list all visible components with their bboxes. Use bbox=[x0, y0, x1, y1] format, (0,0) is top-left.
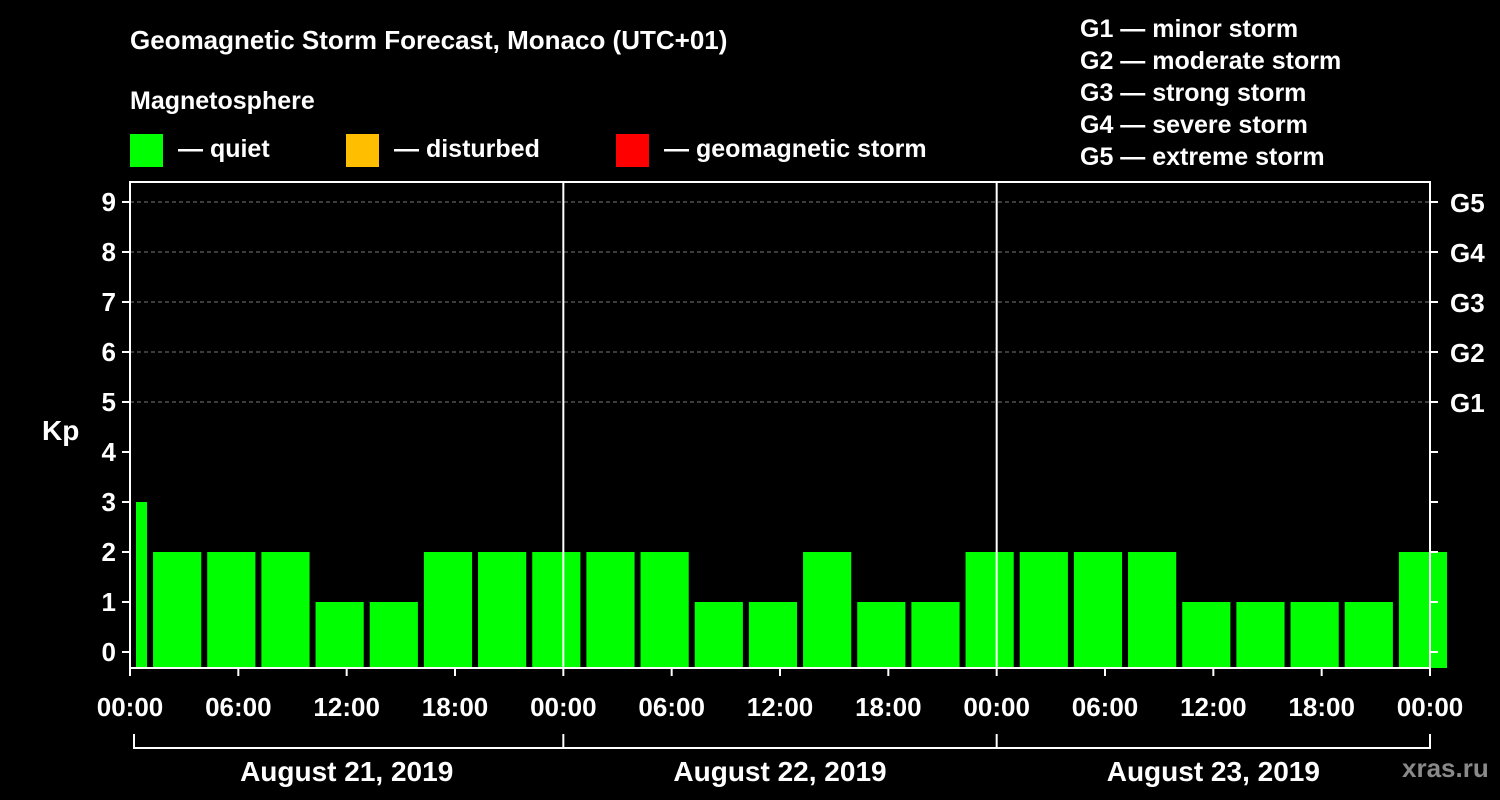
y-tick-label: 2 bbox=[102, 537, 116, 567]
y-tick-label: 8 bbox=[102, 237, 116, 267]
legend-swatch-disturbed bbox=[346, 134, 379, 167]
x-tick-label: 12:00 bbox=[1180, 692, 1247, 722]
kp-bar bbox=[1344, 602, 1393, 668]
x-tick-label: 18:00 bbox=[422, 692, 489, 722]
g-level-label: G4 bbox=[1450, 238, 1485, 268]
day-label: August 23, 2019 bbox=[1107, 756, 1320, 787]
legend-label-disturbed: — disturbed bbox=[394, 135, 540, 163]
storm-scale-g4: G4 — severe storm bbox=[1080, 111, 1308, 139]
kp-bar bbox=[965, 552, 1014, 668]
kp-bar bbox=[1182, 602, 1231, 668]
y-tick-label: 0 bbox=[102, 637, 116, 667]
kp-bar bbox=[369, 602, 418, 668]
plot-border bbox=[129, 181, 1431, 669]
y-tick-label: 1 bbox=[102, 587, 116, 617]
g-level-label: G2 bbox=[1450, 338, 1485, 368]
kp-bar bbox=[803, 552, 852, 668]
y-tick-label: 9 bbox=[102, 187, 116, 217]
kp-bar bbox=[532, 552, 581, 668]
y-tick-label: 4 bbox=[102, 437, 117, 467]
x-tick-label: 12:00 bbox=[313, 692, 380, 722]
plot-frame bbox=[129, 181, 1431, 669]
kp-bar bbox=[153, 552, 202, 668]
y-tick-label: 3 bbox=[102, 487, 116, 517]
kp-bar bbox=[136, 502, 148, 668]
x-tick-label: 18:00 bbox=[1288, 692, 1355, 722]
x-tick-label: 06:00 bbox=[205, 692, 272, 722]
storm-scale-g5: G5 — extreme storm bbox=[1080, 143, 1325, 171]
bars bbox=[136, 502, 1448, 668]
kp-bar bbox=[1019, 552, 1068, 668]
storm-scale-g1: G1 — minor storm bbox=[1080, 15, 1298, 43]
y-tick-label: 7 bbox=[102, 287, 116, 317]
right-g-ticks: G1 G2 G3 G4 G5 bbox=[1450, 188, 1485, 418]
legend-label-storm: — geomagnetic storm bbox=[664, 135, 927, 163]
y-tick-label: 6 bbox=[102, 337, 116, 367]
day-label: August 22, 2019 bbox=[673, 756, 886, 787]
g-level-label: G1 bbox=[1450, 388, 1485, 418]
x-tick-label: 00:00 bbox=[963, 692, 1030, 722]
g-level-label: G3 bbox=[1450, 288, 1485, 318]
kp-bar bbox=[1128, 552, 1177, 668]
kp-bar bbox=[640, 552, 689, 668]
x-tick-label: 18:00 bbox=[855, 692, 922, 722]
kp-bar bbox=[857, 602, 906, 668]
kp-bar bbox=[586, 552, 635, 668]
legend-swatch-quiet bbox=[130, 134, 163, 167]
x-tick-label: 00:00 bbox=[97, 692, 164, 722]
kp-bar bbox=[1073, 552, 1123, 668]
x-tick-label: 06:00 bbox=[1072, 692, 1139, 722]
legend-label-quiet: — quiet bbox=[178, 135, 270, 163]
kp-bar bbox=[315, 602, 364, 668]
x-tick-label: 00:00 bbox=[1397, 692, 1464, 722]
kp-bar bbox=[748, 602, 798, 668]
kp-bar bbox=[911, 602, 960, 668]
kp-bar bbox=[478, 552, 527, 668]
kp-bar bbox=[207, 552, 256, 668]
kp-bar bbox=[261, 552, 310, 668]
g-level-label: G5 bbox=[1450, 188, 1485, 218]
x-tick-label: 12:00 bbox=[747, 692, 814, 722]
storm-scale-g2: G2 — moderate storm bbox=[1080, 47, 1341, 75]
gridlines bbox=[130, 201, 1430, 403]
y-tick-label: 5 bbox=[102, 387, 116, 417]
legend-swatch-storm bbox=[616, 134, 649, 167]
storm-scale-g3: G3 — strong storm bbox=[1080, 79, 1306, 107]
x-tick-label: 06:00 bbox=[638, 692, 705, 722]
x-tick-label: 00:00 bbox=[530, 692, 597, 722]
y-axis-label: Kp bbox=[42, 415, 79, 446]
day-label: August 21, 2019 bbox=[240, 756, 453, 787]
legend-heading: Magnetosphere bbox=[130, 87, 315, 115]
kp-bar bbox=[423, 552, 473, 668]
watermark: xras.ru bbox=[1402, 753, 1489, 783]
kp-bar bbox=[1398, 552, 1448, 668]
kp-bar bbox=[694, 602, 743, 668]
day-labels: August 21, 2019 August 22, 2019 August 23,… bbox=[133, 734, 1431, 787]
kp-bar bbox=[1290, 602, 1339, 668]
chart-title: Geomagnetic Storm Forecast, Monaco (UTC+… bbox=[130, 25, 727, 55]
y-ticks: 0 1 2 3 4 5 6 7 8 9 bbox=[102, 187, 1438, 667]
kp-bar bbox=[1236, 602, 1285, 668]
x-ticks: 00:00 06:00 12:00 18:00 00:00 06:00 12:00 18:00… bbox=[97, 668, 1464, 722]
